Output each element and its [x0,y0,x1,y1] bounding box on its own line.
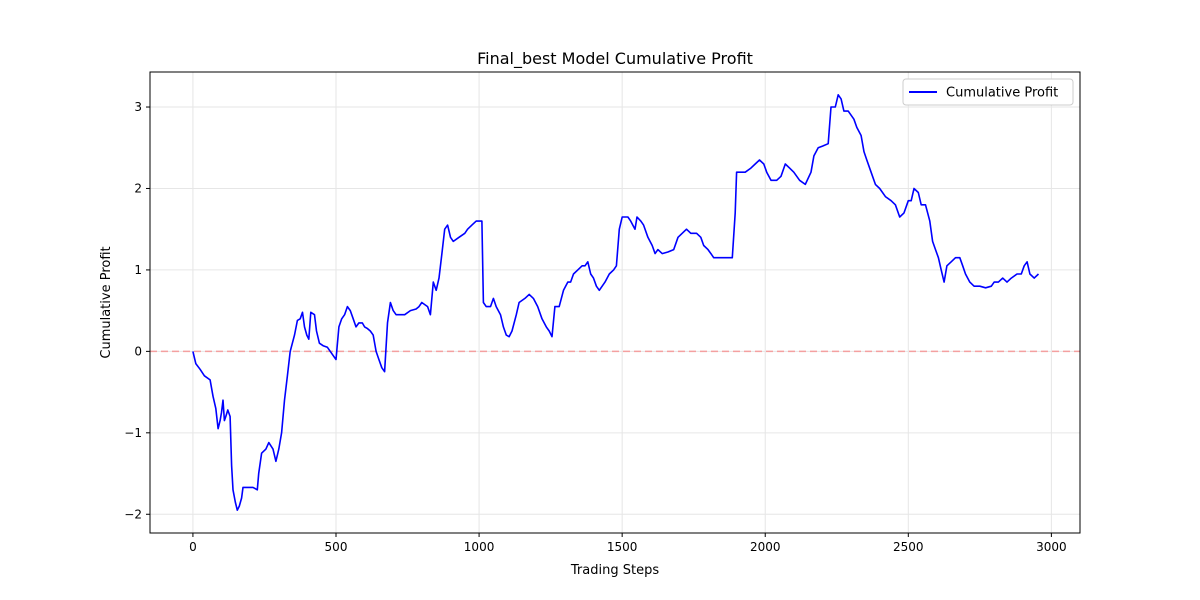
chart-title: Final_best Model Cumulative Profit [477,49,753,69]
x-tick-label: 1000 [464,540,495,554]
y-tick-label: 1 [134,263,142,277]
series-line-0 [192,94,1040,511]
y-axis-label: Cumulative Profit [99,246,114,358]
x-tick-label: 3000 [1036,540,1067,554]
y-tick-label: 2 [134,181,142,195]
y-tick-label: 0 [134,344,142,358]
series-layer [192,94,1040,511]
legend-label: Cumulative Profit [946,86,1058,101]
legend: Cumulative Profit [902,78,1074,106]
x-tick-label: 0 [189,540,197,554]
x-tick-label: 2500 [893,540,924,554]
grid-layer [150,72,1080,533]
y-axis: −2 −1 0 1 2 3 [124,100,150,521]
y-tick-label: 3 [134,100,142,114]
y-tick-label: −2 [124,507,142,521]
x-tick-label: 1500 [607,540,638,554]
legend-box [902,78,1074,106]
x-tick-label: 500 [325,540,348,554]
x-axis-label: Trading Steps [570,563,659,578]
x-axis: 0 500 1000 1500 2000 2500 3000 [189,533,1067,554]
x-tick-label: 2000 [750,540,781,554]
plot-frame [149,71,1081,534]
y-tick-label: −1 [124,426,142,440]
